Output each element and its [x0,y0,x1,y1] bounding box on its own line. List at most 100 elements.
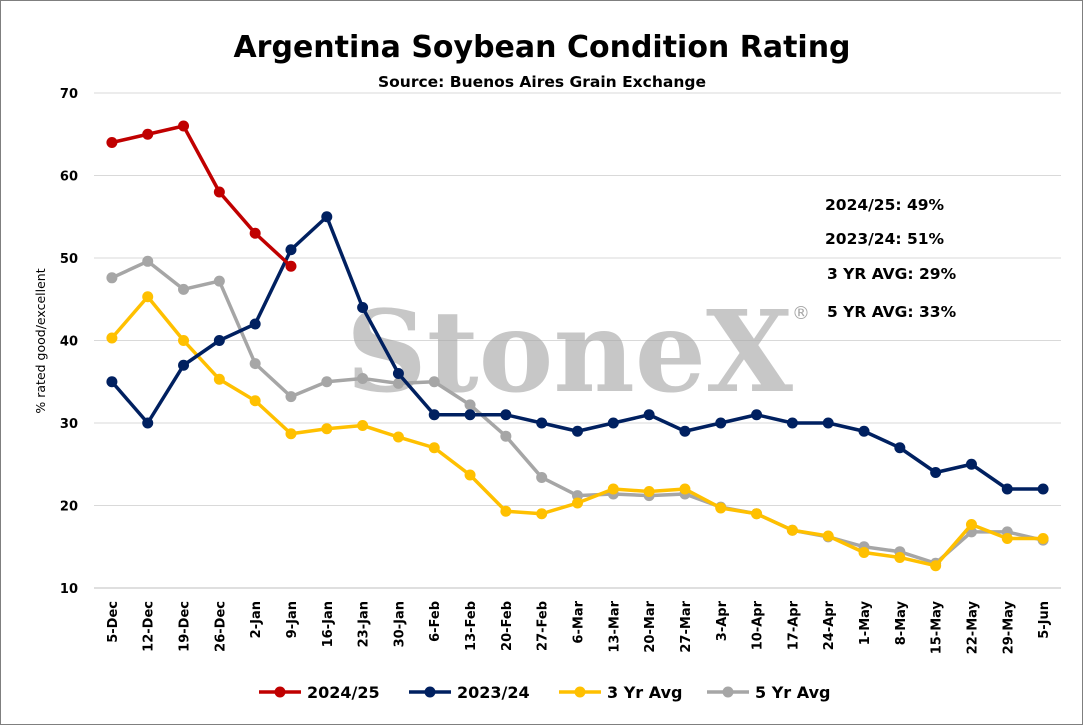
series-2024-25 [106,120,297,272]
data-point [858,547,870,559]
x-tick-label: 22-May [965,600,980,654]
data-point [607,417,619,429]
data-point [930,560,942,572]
data-point [249,395,261,407]
x-tick-label: 30-Jan [392,601,407,647]
x-tick-label: 29-May [1001,600,1016,654]
data-point [786,524,798,536]
data-point [751,508,763,520]
data-point [858,425,870,437]
data-point [142,128,154,140]
data-point [213,335,225,346]
data-point [106,376,118,388]
legend-swatch-marker [424,686,436,698]
data-point [357,419,369,431]
data-point [178,120,190,132]
legend-item: 5 Yr Avg [707,683,830,702]
data-point [464,469,476,481]
y-tick-label: 30 [60,417,78,432]
x-tick-label: 13-Feb [464,601,479,651]
data-point [392,368,404,379]
data-point [1001,533,1013,544]
data-point [321,423,333,435]
x-tick-label: 17-Apr [786,600,801,650]
x-tick-label: 1-May [858,600,873,645]
data-point [142,255,154,267]
series-3-yr-avg [106,291,1049,572]
legend-item: 2023/24 [409,683,530,702]
data-point [822,417,834,429]
x-tick-label: 3-Apr [715,600,730,641]
data-point [321,211,333,223]
data-point [536,471,548,483]
legend: 2024/25 2023/24 3 Yr Avg 5 Yr Avg [259,683,830,702]
data-point [106,137,118,148]
data-point [392,431,404,443]
data-point [643,409,655,421]
annotation-2023-24: 2023/24: 51% [825,230,945,248]
y-tick-label: 70 [60,87,78,102]
series-lines [106,120,1049,572]
y-axis-label: % rated good/excellent [33,268,48,413]
data-point [751,409,763,421]
y-tick-label: 50 [60,252,78,267]
legend-swatch-marker [274,686,286,698]
data-point [500,409,512,421]
data-point [142,291,154,303]
data-point [464,399,476,411]
data-point [500,505,512,517]
x-tick-label: 10-Apr [751,600,766,650]
x-tick-label: 12-Dec [142,601,157,652]
data-point [894,442,906,454]
data-point [249,227,261,239]
x-tick-label: 27-Mar [679,600,694,652]
series-2023-24 [106,211,1049,495]
data-point [1037,483,1049,495]
legend-item: 3 Yr Avg [559,683,682,702]
data-point [142,417,154,429]
legend-item: 2024/25 [259,683,380,702]
data-point [392,377,404,389]
x-tick-label: 20-Mar [643,600,658,652]
data-point [428,376,440,388]
data-point [428,442,440,454]
axes: 10 20 30 40 50 60 70 5-Dec 12-Dec 19-Dec 26-Dec 2-J… [60,87,1061,654]
data-point [285,260,297,272]
data-point [930,467,942,478]
legend-label: 3 Yr Avg [607,683,682,702]
x-tick-label: 2-Jan [249,601,264,638]
data-point [822,530,834,542]
annotation-2024-25: 2024/25: 49% [825,196,945,214]
data-point [357,372,369,384]
data-point [178,335,190,346]
data-point [572,425,583,437]
x-tick-label: 5-Dec [106,601,121,643]
data-point [428,409,440,421]
y-tick-label: 40 [60,335,78,350]
data-point [965,458,977,470]
data-point [715,502,727,514]
data-point [536,417,548,429]
annotations: 2024/25: 49% 2023/24: 51% 3 YR AVG: 29% … [825,196,957,321]
legend-label: 5 Yr Avg [755,683,830,702]
y-tick-label: 20 [60,500,78,515]
series-line [111,124,293,268]
x-tick-label: 13-Mar [607,600,622,652]
legend-swatch-marker [722,686,734,698]
data-point [786,417,798,429]
y-tick-label: 60 [60,170,78,185]
data-point [106,272,118,284]
data-point [643,485,655,497]
watermark-registered-mark: ® [792,303,810,324]
data-point [285,428,297,440]
data-point [357,302,369,313]
data-point [500,430,512,442]
legend-label: 2023/24 [457,683,530,702]
x-tick-label: 26-Dec [213,601,228,652]
data-point [213,373,225,385]
x-tick-label: 6-Mar [572,600,587,643]
data-point [536,508,548,520]
x-tick-label: 5-Jun [1037,601,1052,639]
